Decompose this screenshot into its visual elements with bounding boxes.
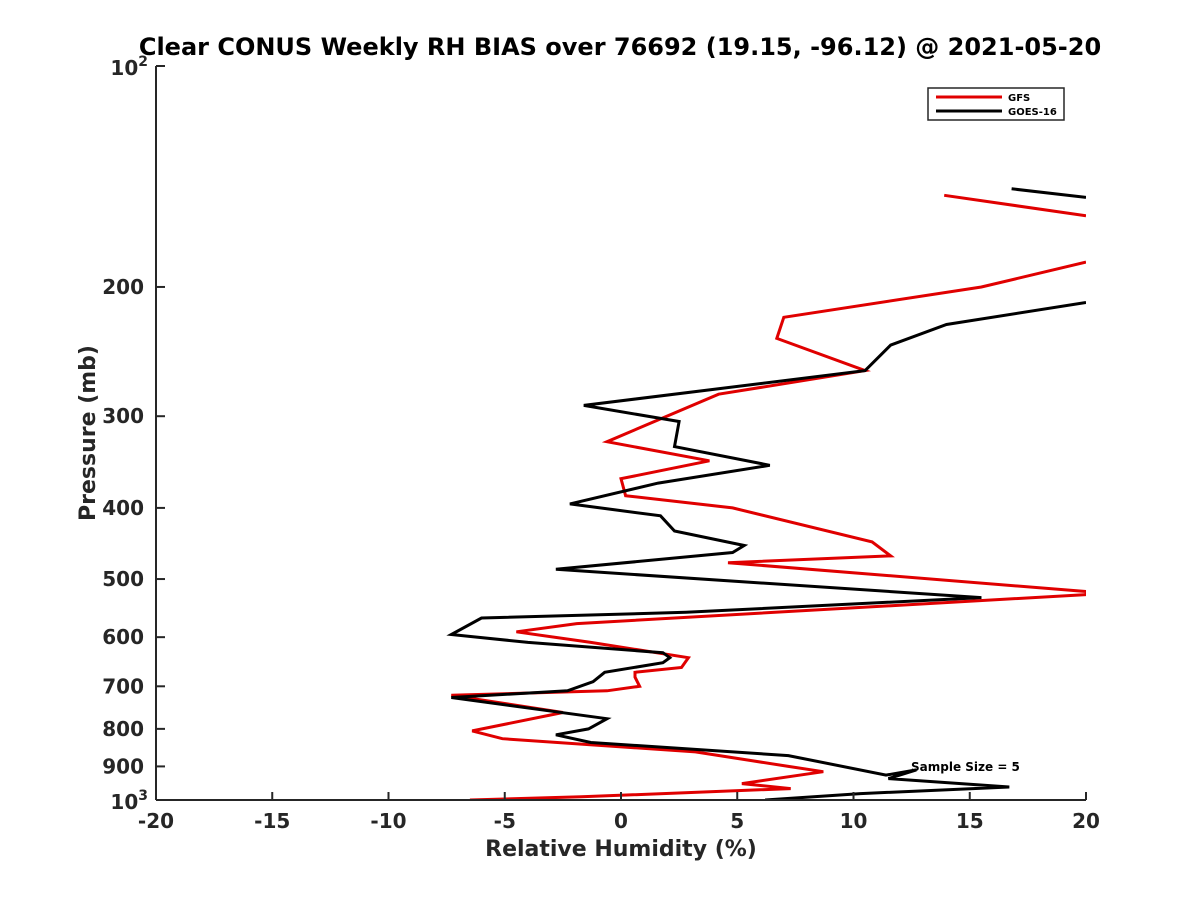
y-tick-label-top: 102: [110, 54, 148, 80]
legend-box: [927, 87, 1065, 121]
legend: GFS GOES-16: [927, 87, 1065, 121]
x-tick-label: 15: [956, 809, 984, 833]
y-tick-label: 600: [102, 625, 144, 649]
y-tick-label-bottom-base: 10: [110, 790, 138, 814]
x-axis-label: Relative Humidity (%): [485, 837, 757, 862]
series-line-gfs-1: [451, 260, 1086, 800]
x-tick-label: 10: [840, 809, 868, 833]
chart-title: Clear CONUS Weekly RH BIAS over 76692 (1…: [139, 33, 1101, 61]
y-tick-label: 300: [102, 404, 144, 428]
series-layer: [446, 187, 1086, 800]
x-tick-label: 20: [1072, 809, 1100, 833]
y-tick-label: 500: [102, 567, 144, 591]
legend-label-goes16: GOES-16: [1008, 107, 1057, 118]
series-line-gfs-0: [943, 193, 1086, 218]
y-tick-label: 400: [102, 496, 144, 520]
y-tick-label: 700: [102, 674, 144, 698]
y-axis-label: Pressure (mb): [76, 345, 101, 521]
x-tick-label: -5: [494, 809, 516, 833]
series-line-goes16-1: [446, 301, 1086, 800]
x-tick-label: 0: [614, 809, 628, 833]
y-tick-label: 200: [102, 275, 144, 299]
y-tick-label-top-base: 10: [110, 56, 138, 80]
y-tick-label: 800: [102, 717, 144, 741]
sample-size-annotation: Sample Size = 5: [911, 760, 1020, 774]
y-tick-label-bottom: 103: [110, 788, 148, 814]
series-line-goes16-0: [1011, 187, 1086, 199]
x-tick-label: -20: [138, 809, 174, 833]
legend-label-gfs: GFS: [1008, 93, 1030, 104]
y-tick-label: 900: [102, 754, 144, 778]
y-tick-label-top-exponent: 2: [138, 54, 148, 70]
x-ticks: -20 -15 -10 -5 0 5 10 15 20: [138, 792, 1100, 833]
x-tick-label: -10: [370, 809, 406, 833]
x-tick-label: 5: [730, 809, 744, 833]
x-tick-label: -15: [254, 809, 290, 833]
y-tick-label-bottom-exponent: 3: [138, 788, 148, 804]
